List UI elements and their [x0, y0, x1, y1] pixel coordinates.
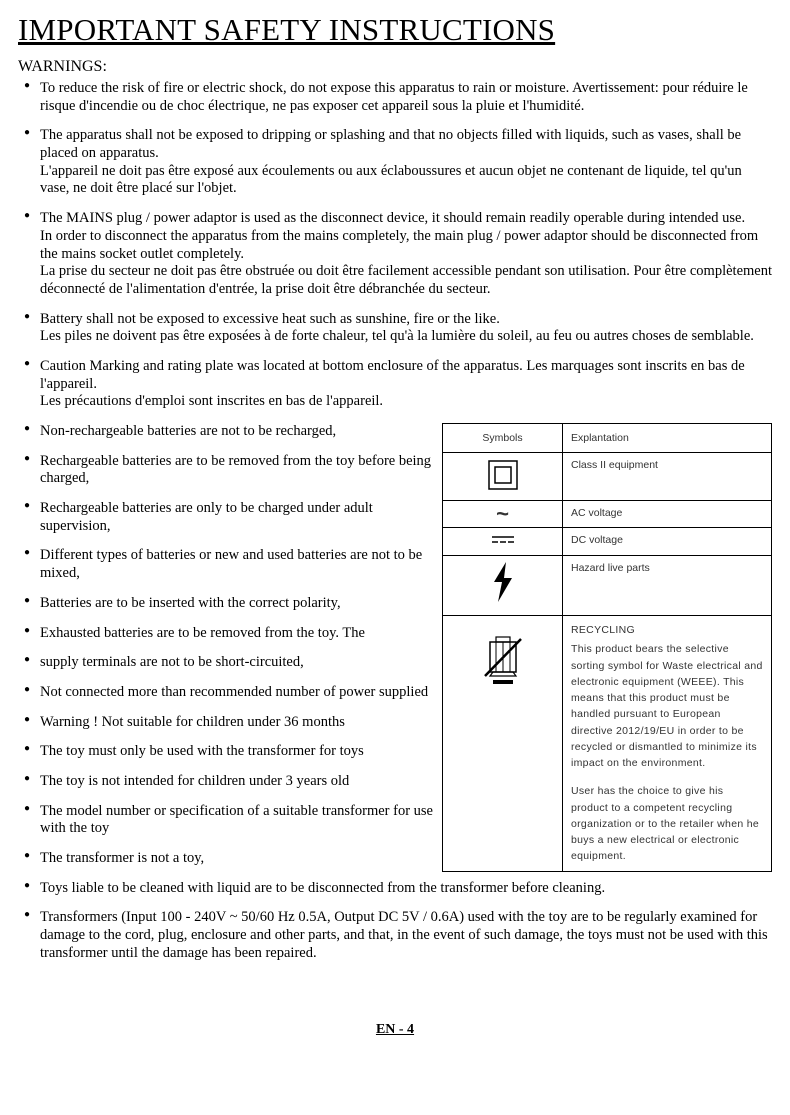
table-row: Hazard live parts [443, 556, 772, 616]
bullet-text: The apparatus shall not be exposed to dr… [40, 127, 772, 162]
dc-label: DC voltage [563, 528, 772, 556]
list-item: Not connected more than recommended numb… [18, 684, 434, 702]
class2-icon [443, 453, 563, 501]
table-row: DC voltage [443, 528, 772, 556]
list-item: The model number or specification of a s… [18, 803, 434, 838]
recycling-icon [443, 616, 563, 872]
recycling-p2: User has the choice to give his product … [571, 783, 763, 864]
list-item: Toys liable to be cleaned with liquid ar… [18, 880, 772, 898]
bullet-text: Les piles ne doivent pas être exposées à… [40, 328, 772, 346]
table-row: RECYCLING This product bears the selecti… [443, 616, 772, 872]
warnings-label: WARNINGS: [18, 58, 772, 76]
bullet-text: Les précautions d'emploi sont inscrites … [40, 393, 772, 411]
list-item: The apparatus shall not be exposed to dr… [18, 127, 772, 198]
bullet-text: To reduce the risk of fire or electric s… [40, 80, 772, 115]
list-item: Rechargeable batteries are only to be ch… [18, 500, 434, 535]
list-item: Battery shall not be exposed to excessiv… [18, 311, 772, 346]
list-item: To reduce the risk of fire or electric s… [18, 80, 772, 115]
table-row: ~ AC voltage [443, 501, 772, 528]
recycling-text: RECYCLING This product bears the selecti… [563, 616, 772, 872]
list-item: The MAINS plug / power adaptor is used a… [18, 210, 772, 298]
bullet-text: Caution Marking and rating plate was loc… [40, 358, 772, 393]
page-footer: EN - 4 [18, 1022, 772, 1038]
list-item: Caution Marking and rating plate was loc… [18, 358, 772, 411]
recycling-p1: This product bears the selective sorting… [571, 641, 763, 771]
bullet-text: L'appareil ne doit pas être exposé aux é… [40, 163, 772, 198]
page-title: IMPORTANT SAFETY INSTRUCTIONS [18, 12, 772, 48]
header-symbols: Symbols [443, 424, 563, 453]
list-item: Non-rechargeable batteries are not to be… [18, 423, 434, 441]
symbols-table: Symbols Explantation Class II equipment … [442, 423, 772, 872]
list-item: The toy is not intended for children und… [18, 773, 434, 791]
list-item: Batteries are to be inserted with the co… [18, 595, 434, 613]
list-item: Warning ! Not suitable for children unde… [18, 714, 434, 732]
recycling-title: RECYCLING [571, 622, 763, 638]
ac-label: AC voltage [563, 501, 772, 528]
list-item: Transformers (Input 100 - 240V ~ 50/60 H… [18, 909, 772, 962]
hazard-label: Hazard live parts [563, 556, 772, 616]
table-row: Class II equipment [443, 453, 772, 501]
bullet-text: The MAINS plug / power adaptor is used a… [40, 210, 772, 228]
list-item: The transformer is not a toy, [18, 850, 434, 868]
list-item: supply terminals are not to be short-cir… [18, 654, 434, 672]
table-row: Symbols Explantation [443, 424, 772, 453]
list-item: Different types of batteries or new and … [18, 547, 434, 582]
dc-icon [443, 528, 563, 556]
header-explanation: Explantation [563, 424, 772, 453]
top-bullet-list: To reduce the risk of fire or electric s… [18, 80, 772, 411]
list-item: Exhausted batteries are to be removed fr… [18, 625, 434, 643]
bottom-bullet-list: Toys liable to be cleaned with liquid ar… [18, 880, 772, 963]
list-item: The toy must only be used with the trans… [18, 743, 434, 761]
list-item: Rechargeable batteries are to be removed… [18, 453, 434, 488]
bullet-text: In order to disconnect the apparatus fro… [40, 228, 772, 263]
left-bullet-list: Non-rechargeable batteries are not to be… [18, 423, 434, 868]
bullet-text: Battery shall not be exposed to excessiv… [40, 311, 772, 329]
class2-label: Class II equipment [563, 453, 772, 501]
hazard-icon [443, 556, 563, 616]
ac-icon: ~ [443, 501, 563, 528]
bullet-text: La prise du secteur ne doit pas être obs… [40, 263, 772, 298]
